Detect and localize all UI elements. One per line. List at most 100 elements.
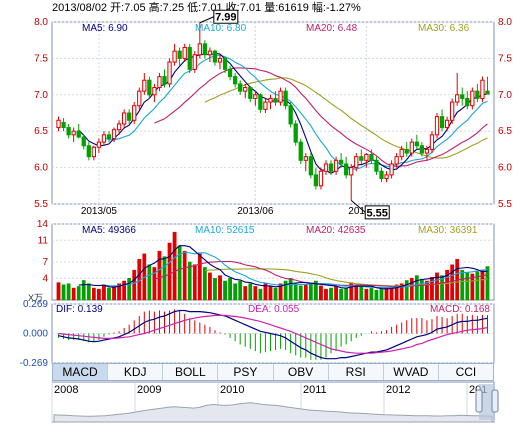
candle-body [278, 90, 283, 103]
price-y-tick-left: 7.5 [34, 53, 48, 64]
volume-bar [283, 280, 288, 301]
volume-bar [485, 266, 490, 301]
candle [419, 142, 425, 157]
macd-unit-label: X万 [28, 293, 43, 303]
price-legend-item: MA30: 6.36 [418, 23, 470, 34]
candle-body [293, 123, 298, 143]
candle-body [127, 112, 132, 121]
price-ma-lines [78, 52, 488, 175]
dif-line [58, 309, 488, 360]
candle [212, 49, 218, 66]
tab-macd[interactable]: MACD [53, 364, 109, 380]
candle [192, 51, 197, 73]
volume-bar [384, 287, 389, 301]
volume-bar [202, 267, 207, 301]
tab-psy[interactable]: PSY [218, 364, 274, 380]
candle [81, 134, 86, 150]
candle-body [268, 97, 273, 103]
volume-bar [172, 231, 177, 301]
tab-kdj[interactable]: KDJ [108, 364, 164, 380]
candle-body [323, 163, 329, 172]
candle [439, 109, 445, 132]
volume-y-tick: 14 [37, 219, 49, 230]
candle-body [455, 94, 460, 103]
volume-ma5-line [78, 245, 488, 290]
candle-body [333, 159, 339, 172]
candles [56, 22, 490, 201]
candle-body [106, 134, 112, 139]
price-y-axis-right: 8.0 7.5 7.0 6.5 6.0 5.5 [498, 17, 512, 210]
candle [384, 171, 389, 183]
tab-cci[interactable]: CCI [455, 365, 477, 379]
annotation-label: 7.99 [215, 12, 236, 24]
tab-wvad[interactable]: WVAD [384, 364, 439, 380]
candle [298, 138, 303, 164]
candle [177, 47, 182, 66]
candle [359, 149, 364, 164]
candle-body [364, 153, 369, 161]
candle-body [187, 46, 192, 70]
price-panel-frame [51, 21, 495, 205]
volume-bar [308, 283, 313, 301]
candle-body [263, 101, 268, 110]
range-handle-right[interactable] [491, 389, 499, 413]
candle [465, 91, 470, 110]
volume-bar [213, 278, 217, 301]
tab-rsi[interactable]: RSI [329, 364, 384, 380]
overview-range-selector[interactable] [475, 384, 499, 420]
candle-body [91, 146, 96, 158]
price-y-axis-left: 8.0 7.5 7.0 6.5 6.0 5.5 [34, 17, 48, 210]
candle [328, 160, 334, 175]
candle-body [227, 68, 233, 78]
price-legend: MA5: 6.90 MA10: 6.80 MA20: 6.48 MA30: 6.36 [82, 23, 470, 34]
price-y-tick-left: 7.0 [34, 90, 48, 101]
macd-y-axis: 0.269 0.000 -0.269 [20, 299, 49, 369]
volume-legend-item: MA10: 52615 [195, 225, 255, 236]
price-grid [52, 21, 494, 205]
candle [101, 131, 107, 146]
volume-bar [369, 287, 374, 301]
macd-y-tick: 0.000 [23, 329, 48, 340]
volume-bar [66, 283, 71, 301]
candle [132, 102, 137, 124]
tab-boll[interactable]: BOLL [163, 364, 219, 380]
candle-body [81, 136, 86, 147]
volume-bar [152, 267, 157, 301]
volume-bar [56, 282, 61, 301]
candle [217, 54, 223, 70]
candle [394, 153, 399, 168]
volume-bar [475, 271, 480, 301]
candle [182, 43, 187, 63]
macd-legend-macd: MACD: 0.168 [430, 304, 490, 315]
candle-body [313, 174, 319, 187]
candle [293, 120, 298, 146]
price-ma10-line [103, 54, 488, 170]
candle-body [157, 76, 162, 89]
macd-legend-dea: DEA: 0.055 [248, 304, 300, 315]
overview-area [53, 402, 493, 423]
indicator-tabs: MACD KDJ BOLL PSY OBV RSI WVAD CCI [52, 363, 494, 381]
overview-selected-range[interactable] [479, 384, 495, 420]
volume-bar [238, 280, 243, 301]
candle-body [248, 87, 253, 99]
candle [61, 118, 66, 132]
range-handle-left[interactable] [475, 389, 483, 413]
tab-obv[interactable]: OBV [274, 364, 329, 380]
volume-bar [399, 283, 404, 301]
candle [288, 102, 293, 128]
candle [399, 145, 404, 161]
candle-body [399, 148, 404, 158]
candle-body [253, 94, 258, 99]
candle-body [384, 174, 389, 180]
candle [434, 113, 440, 139]
volume-legend-item: MA5: 49366 [82, 225, 136, 236]
candle-body [96, 141, 102, 148]
candle [233, 72, 238, 88]
volume-bar [71, 287, 76, 301]
volume-bar [197, 253, 202, 301]
volume-y-tick: 7 [42, 257, 48, 268]
candle [333, 156, 339, 175]
